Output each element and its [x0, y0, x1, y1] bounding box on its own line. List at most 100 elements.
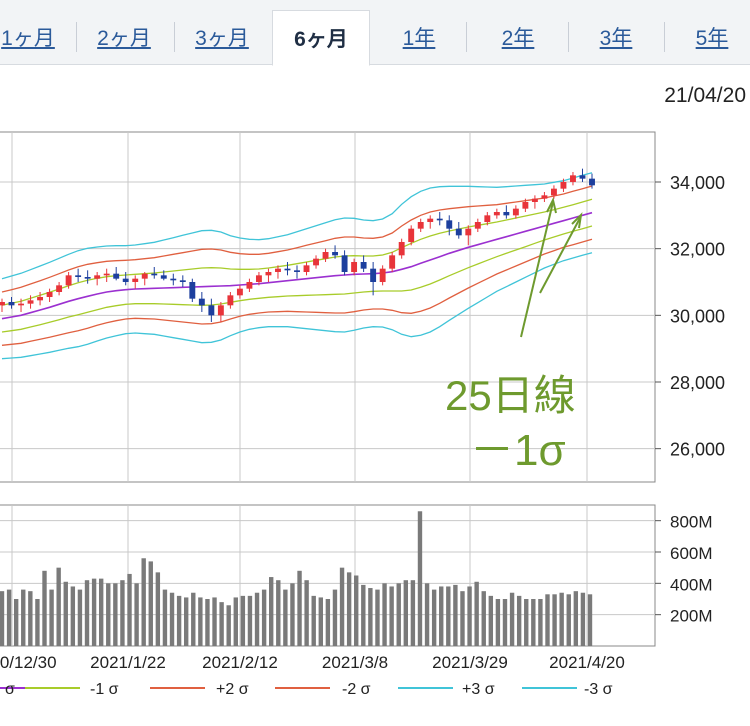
tab-2-months[interactable]: 2ヶ月: [97, 27, 151, 50]
candle-body: [27, 300, 34, 304]
volume-bar: [587, 594, 593, 646]
volume-y-tick-label: 600M: [670, 544, 713, 563]
candle-body: [474, 222, 481, 229]
volume-bar: [495, 599, 501, 646]
candle-body: [550, 188, 557, 196]
volume-bar: [290, 583, 295, 646]
annotation-arrow-1: [520, 201, 554, 338]
volume-bar: [261, 589, 267, 646]
period-tab-bar: 1ヶ月 2ヶ月 3ヶ月 6ヶ月 1年 2年 3年 5年: [0, 0, 750, 66]
volume-bar: [311, 595, 316, 646]
candle-body: [170, 278, 177, 281]
candle-body: [522, 202, 529, 209]
volume-bar: [134, 583, 139, 646]
volume-bar: [183, 597, 189, 646]
volume-bar: [410, 580, 416, 646]
volume-bar: [332, 589, 338, 646]
volume-bar: [580, 592, 586, 646]
volume-bar: [361, 584, 366, 646]
candle-body: [313, 258, 319, 266]
legend-label: +3 σ: [462, 681, 495, 698]
candle-body: [46, 292, 53, 297]
volume-bar: [198, 597, 203, 646]
volume-bar: [49, 589, 54, 646]
candle-body: [389, 255, 396, 269]
volume-bar: [13, 599, 19, 646]
volume-bar: [389, 586, 394, 646]
annotation-arrowhead-1: [546, 197, 557, 214]
plus-3-sigma-line: [1, 172, 593, 280]
volume-bar: [106, 583, 111, 646]
candle-body: [570, 175, 576, 182]
volume-bar: [240, 595, 246, 646]
volume-bar: [148, 561, 153, 646]
legend-label: -2 σ: [342, 681, 371, 698]
candle-body: [531, 198, 538, 202]
volume-y-tick-label: 800M: [670, 513, 713, 532]
candle-body: [341, 255, 348, 272]
volume-bar: [531, 599, 536, 646]
volume-bar: [545, 594, 550, 646]
volume-bar: [354, 575, 359, 646]
x-tick-label: 2021/4/20: [549, 653, 625, 672]
candle-body: [103, 273, 110, 276]
x-tick-label: 2021/2/12: [202, 653, 278, 672]
volume-bar: [219, 602, 224, 646]
candle-body: [370, 268, 377, 282]
volume-bar: [247, 595, 253, 646]
candle-body: [179, 280, 186, 282]
candle-body: [332, 252, 339, 256]
volume-bar: [56, 567, 61, 646]
candle-body: [408, 228, 415, 242]
candle-body: [493, 212, 500, 216]
tab-separator: [466, 22, 467, 52]
volume-bar: [524, 599, 529, 646]
volume-bar: [403, 580, 409, 646]
volume-bar: [382, 583, 387, 646]
as-of-date-label: 21/04/20: [664, 84, 746, 107]
tab-6-months[interactable]: 6ヶ月: [272, 10, 370, 66]
volume-bar: [120, 580, 125, 646]
candle-body: [446, 220, 453, 229]
tab-1-year[interactable]: 1年: [402, 27, 436, 50]
candle-body: [484, 215, 491, 222]
candle-body: [236, 288, 243, 296]
volume-bar: [77, 589, 83, 646]
volume-bar: [559, 592, 564, 646]
volume-bar: [424, 583, 430, 646]
volume-bar: [318, 597, 323, 646]
price-y-tick-label: 26,000: [670, 440, 725, 460]
volume-bar: [226, 605, 231, 646]
volume-bar: [113, 583, 118, 646]
volume-bar: [446, 586, 451, 646]
tab-separator: [568, 22, 569, 52]
candle-body: [294, 270, 300, 272]
tab-3-months[interactable]: 3ヶ月: [195, 27, 249, 50]
volume-bar: [566, 594, 571, 646]
volume-bar: [35, 599, 40, 646]
annotation-arrowhead-2: [571, 212, 583, 229]
candle-body: [0, 302, 5, 306]
volume-bar: [205, 599, 210, 646]
candle-body: [56, 285, 63, 292]
volume-bar: [509, 592, 515, 646]
candle-body: [65, 275, 72, 286]
tab-separator: [664, 22, 665, 52]
volume-bar: [169, 592, 175, 646]
candle-body: [37, 297, 44, 301]
candle-body: [275, 268, 281, 272]
tab-3-years[interactable]: 3年: [599, 27, 633, 50]
candle-body: [84, 277, 91, 279]
tab-1-month[interactable]: 1ヶ月: [1, 27, 55, 50]
annotation-minus1sigma-label: －1σ: [470, 426, 566, 475]
volume-bar: [191, 592, 196, 646]
candle-body: [122, 278, 129, 282]
candle-body: [417, 222, 424, 229]
tab-2-years[interactable]: 2年: [501, 27, 535, 50]
volume-bar: [467, 586, 472, 646]
candle-body: [265, 272, 272, 276]
tab-5-years[interactable]: 5年: [695, 27, 729, 50]
volume-bar: [339, 567, 345, 646]
volume-bar: [368, 588, 373, 646]
legend-label: +2 σ: [216, 681, 249, 698]
